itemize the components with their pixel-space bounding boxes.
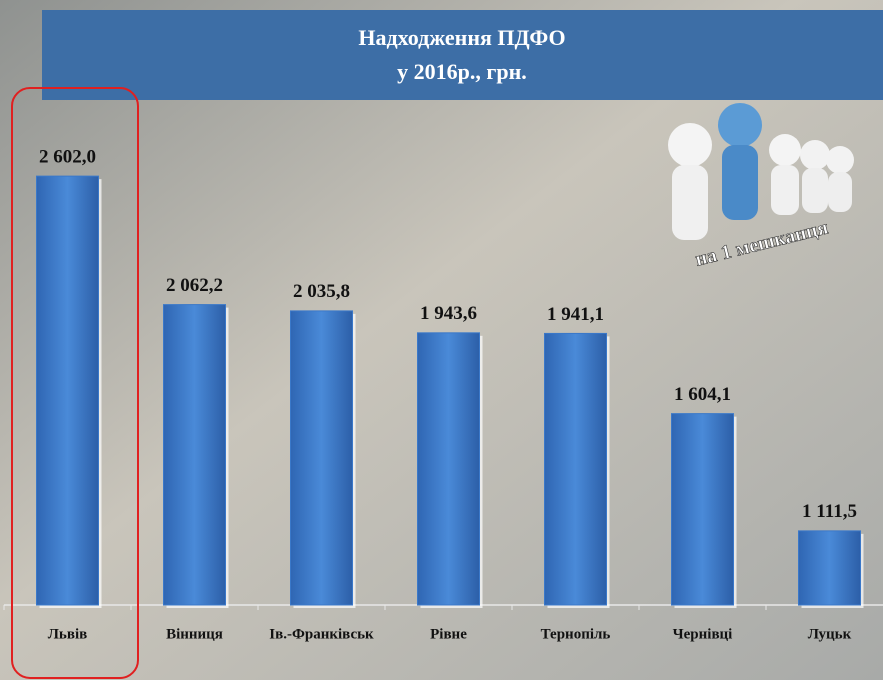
bar [417, 332, 480, 606]
value-label: 1 604,1 [674, 384, 731, 405]
chart-subtitle: у 2016р., грн. [397, 59, 527, 84]
highlight-frame [11, 87, 139, 679]
value-label: 1 943,6 [420, 303, 477, 324]
bar [798, 530, 861, 606]
bar [544, 332, 607, 606]
value-label: 2 062,2 [166, 275, 223, 296]
bar [36, 175, 99, 606]
value-label: 1 111,5 [802, 501, 857, 522]
bar [163, 304, 226, 606]
x-tick-label: Луцьк [808, 626, 852, 642]
people-icon [668, 103, 854, 240]
value-label: 1 941,1 [547, 304, 604, 325]
x-tick-label: Тернопіль [541, 626, 611, 642]
x-tick-label: Ів.-Франківськ [269, 626, 374, 642]
bar [671, 413, 734, 606]
x-tick-label: Чернівці [673, 626, 733, 642]
value-label: 2 602,0 [39, 146, 96, 167]
x-tick-label: Рівне [430, 626, 467, 642]
bar [290, 310, 353, 606]
title-box [42, 10, 883, 100]
chart-title: Надходження ПДФО [358, 25, 565, 50]
x-tick-label: Вінниця [166, 626, 223, 642]
x-tick-label: Львів [48, 626, 87, 642]
value-label: 2 035,8 [293, 281, 350, 302]
